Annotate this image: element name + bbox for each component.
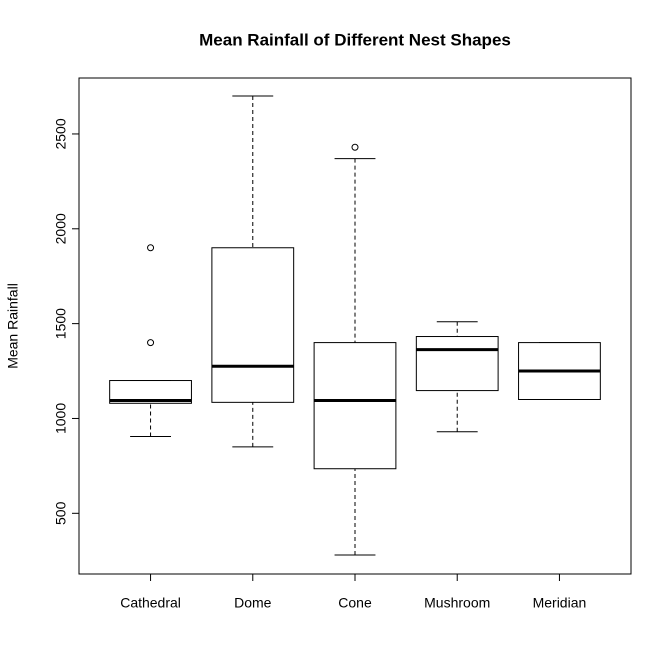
x-tick-label: Cathedral bbox=[120, 595, 181, 611]
box bbox=[415, 336, 499, 392]
x-tick-label: Cone bbox=[338, 595, 372, 611]
y-tick-label: 500 bbox=[53, 501, 69, 525]
box bbox=[211, 247, 295, 403]
y-tick-label: 2500 bbox=[53, 118, 69, 149]
y-tick-label: 2000 bbox=[53, 213, 69, 244]
outlier bbox=[147, 244, 155, 252]
outlier bbox=[351, 143, 359, 151]
y-tick-label: 1500 bbox=[53, 308, 69, 339]
chart-title: Mean Rainfall of Different Nest Shapes bbox=[199, 30, 511, 49]
y-axis-label: Mean Rainfall bbox=[5, 283, 21, 369]
outlier bbox=[147, 339, 155, 347]
x-tick-label: Dome bbox=[234, 595, 272, 611]
x-tick-label: Mushroom bbox=[424, 595, 490, 611]
box bbox=[313, 342, 397, 470]
x-tick-label: Meridian bbox=[533, 595, 587, 611]
y-tick-label: 1000 bbox=[53, 403, 69, 434]
box bbox=[109, 380, 192, 404]
